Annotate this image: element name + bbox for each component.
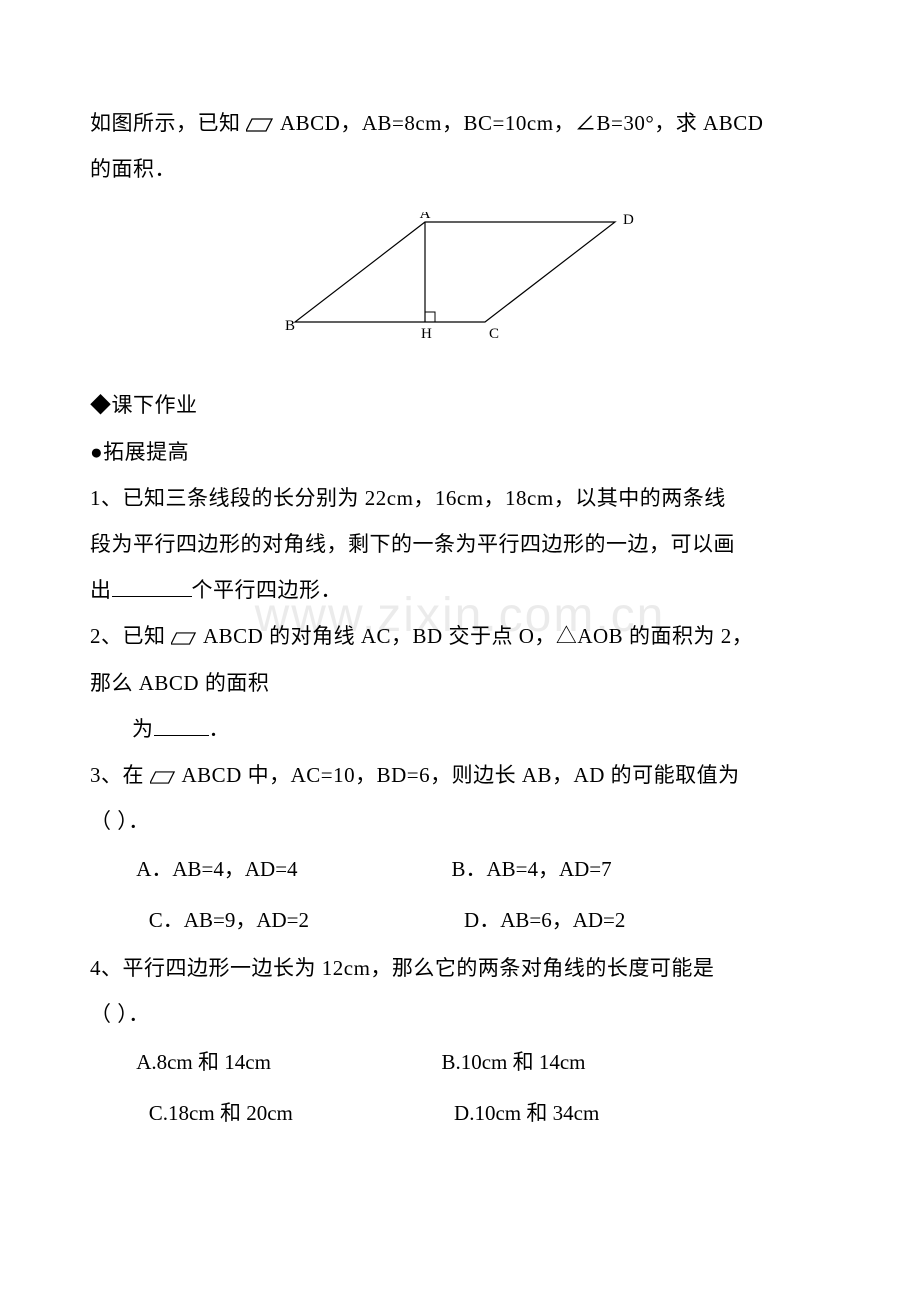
q3-options-row2: C．AB=9，AD=2 D．AB=6，AD=2 [90, 895, 830, 945]
label-C: C [489, 326, 499, 342]
intro-line-1: 如图所示，已知 ABCD，AB=8cm，BC=10cm，∠B=30°，求 ABC… [90, 100, 830, 146]
section-extend: ●拓展提高 [90, 429, 830, 475]
q2-c: 为 [132, 717, 154, 741]
q4-line-a: 4、平行四边形一边长为 12cm，那么它的两条对角线的长度可能是 [90, 945, 830, 991]
q2-a2: ABCD 的对角线 AC，BD 交于点 O，△AOB 的面积为 2， [203, 624, 753, 648]
q4-opt-d[interactable]: D.10cm 和 34cm [454, 1088, 599, 1138]
intro-text-1a: 如图所示，已知 [90, 111, 241, 135]
page: www.zixin.com.cn 如图所示，已知 ABCD，AB=8cm，BC=… [0, 0, 920, 1198]
q3-line-a: 3、在 ABCD 中，AC=10，BD=6，则边长 AB，AD 的可能取值为 [90, 752, 830, 798]
q3-opt-d[interactable]: D．AB=6，AD=2 [464, 895, 625, 945]
label-A: A [420, 212, 431, 222]
label-B: B [285, 318, 295, 334]
q1-c2: 个平行四边形． [192, 578, 343, 602]
q1-line-a: 1、已知三条线段的长分别为 22cm，16cm，18cm，以其中的两条线 [90, 475, 830, 521]
q3-a1: 3、在 [90, 763, 144, 787]
right-angle-icon [425, 312, 435, 322]
figure-parallelogram [295, 222, 615, 322]
intro-line-2: 的面积． [90, 146, 830, 192]
parallelogram-icon [150, 770, 176, 785]
q3-opt-b[interactable]: B．AB=4，AD=7 [451, 844, 611, 894]
q1-line-b: 段为平行四边形的对角线，剩下的一条为平行四边形的一边，可以画 [90, 521, 830, 567]
q3-options-row1: A．AB=4，AD=4 B．AB=4，AD=7 [90, 844, 830, 894]
q1-c1: 出 [90, 578, 112, 602]
q4-opt-b[interactable]: B.10cm 和 14cm [441, 1037, 585, 1087]
parallelogram-icon [171, 631, 197, 646]
parallelogram-figure: A D B C H [90, 212, 830, 352]
q4-options-row1: A.8cm 和 14cm B.10cm 和 14cm [90, 1037, 830, 1087]
q4-opt-a[interactable]: A.8cm 和 14cm [136, 1037, 436, 1087]
q3-a2: ABCD 中，AC=10，BD=6，则边长 AB，AD 的可能取值为 [182, 763, 740, 787]
q3-opt-a[interactable]: A．AB=4，AD=4 [136, 844, 446, 894]
q1-line-c: 出 个平行四边形． [90, 567, 830, 613]
q4-line-b: （ ）． [90, 991, 830, 1037]
q3-opt-c[interactable]: C．AB=9，AD=2 [149, 895, 459, 945]
section-homework: ◆课下作业 [90, 382, 830, 428]
intro-text-1c: ABCD [703, 111, 763, 135]
q2-line-c: 为． [90, 706, 830, 752]
parallelogram-icon [246, 117, 274, 133]
q4-opt-c[interactable]: C.18cm 和 20cm [149, 1088, 449, 1138]
label-D: D [623, 212, 634, 228]
q4-options-row2: C.18cm 和 20cm D.10cm 和 34cm [90, 1088, 830, 1138]
q2-blank[interactable] [154, 714, 209, 736]
label-H: H [421, 326, 432, 342]
intro-text-1b: ABCD，AB=8cm，BC=10cm，∠B=30°，求 [280, 111, 697, 135]
figure-svg: A D B C H [275, 212, 645, 347]
q1-blank[interactable] [112, 575, 192, 597]
q2-line-a: 2、已知 ABCD 的对角线 AC，BD 交于点 O，△AOB 的面积为 2， [90, 613, 830, 659]
q3-line-b: （ ）． [90, 798, 830, 844]
q2-d: ． [209, 717, 231, 741]
q2-a1: 2、已知 [90, 624, 166, 648]
q2-line-b: 那么 ABCD 的面积 [90, 660, 830, 706]
